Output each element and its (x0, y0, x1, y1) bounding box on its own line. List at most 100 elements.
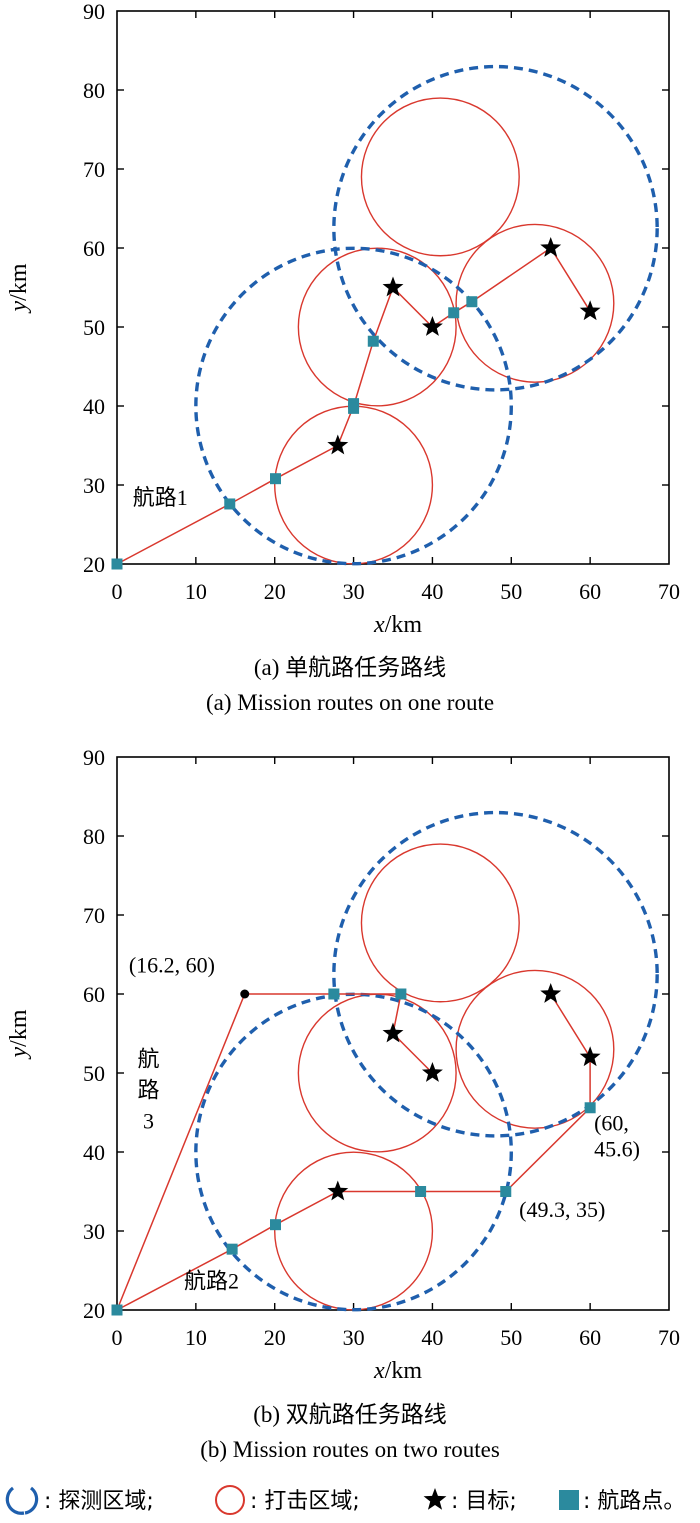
y-tick-label: 90 (83, 0, 105, 24)
x-tick-label: 40 (421, 1325, 443, 1350)
legend-target-label: : 目标; (451, 1489, 517, 1514)
y-tick-label: 40 (83, 1140, 105, 1165)
y-tick-label: 60 (83, 236, 105, 261)
route-line (116, 246, 591, 565)
y-tick-label: 60 (83, 982, 105, 1007)
x-axis-label-unit: /km (385, 1358, 423, 1384)
plot-frame (116, 10, 670, 565)
waypoint-marker (111, 558, 123, 570)
waypoint-marker (584, 1102, 596, 1114)
detection-area-circle (332, 64, 659, 392)
y-tick-label: 70 (83, 157, 105, 182)
x-tick-label: 0 (112, 1325, 123, 1350)
target-star (327, 434, 349, 455)
strike-area-circle (360, 843, 520, 1003)
y-tick-label: 20 (83, 1298, 105, 1323)
x-axis-label: x/km (373, 612, 422, 638)
y-tick-label: 30 (83, 473, 105, 498)
plot-frame (116, 756, 670, 1311)
y-axis-label-unit: /km (6, 1009, 32, 1047)
waypoint-marker (367, 335, 379, 347)
y-tick-label: 50 (83, 1061, 105, 1086)
x-axis-label-var: x (373, 1358, 385, 1384)
route-3-label: 航 (138, 1047, 160, 1072)
route-line (116, 993, 433, 1311)
legend-waypoint-label: : 航路点。 (583, 1489, 685, 1514)
x-tick-label: 60 (579, 579, 601, 604)
annotation-label: (60, (594, 1111, 629, 1136)
y-tick-label: 70 (83, 903, 105, 928)
x-tick-label: 70 (658, 579, 680, 604)
y-tick-label: 40 (83, 394, 105, 419)
waypoint-marker (466, 296, 478, 308)
route-pivot-point (240, 989, 250, 999)
legend-detection-symbol (24, 1486, 39, 1515)
waypoint-marker (348, 402, 360, 414)
waypoint-marker (328, 988, 340, 1000)
waypoint-marker (415, 1186, 427, 1197)
y-tick-label: 30 (83, 1219, 105, 1244)
waypoint-marker (270, 473, 282, 485)
x-tick-label: 20 (264, 1325, 286, 1350)
strike-area-circle (274, 405, 434, 565)
y-tick-label: 50 (83, 315, 105, 340)
annotation-label: (16.2, 60) (129, 953, 215, 978)
legend-detection-symbol (5, 1486, 25, 1515)
legend-strike-symbol (215, 1485, 245, 1515)
caption-english: (b) Mission routes on two routes (200, 1437, 500, 1462)
legend-waypoint-square (559, 1490, 579, 1510)
waypoint-marker (448, 307, 460, 319)
route-3-label: 3 (143, 1108, 154, 1133)
x-axis-label: x/km (373, 1358, 422, 1384)
y-tick-label: 80 (83, 824, 105, 849)
annotation-label: (49.3, 35) (519, 1197, 605, 1222)
waypoint-marker (111, 1304, 123, 1316)
x-tick-label: 30 (343, 579, 365, 604)
waypoint-marker (226, 1243, 238, 1255)
x-tick-label: 40 (421, 579, 443, 604)
legend-strike-label: : 打击区域; (250, 1489, 360, 1514)
y-axis-label-var: y (6, 301, 32, 314)
x-tick-label: 60 (579, 1325, 601, 1350)
detection-area-circle (332, 810, 659, 1138)
panel-a: 0 10 20 30 40 50 60 702030405060708090x/kmy/km航… (6, 0, 680, 715)
waypoint-marker (500, 1186, 512, 1197)
target-star (579, 300, 601, 321)
y-tick-label: 80 (83, 78, 105, 103)
y-axis-label-var: y (6, 1047, 32, 1060)
detection-area-circle (194, 246, 513, 566)
target-star (579, 1046, 601, 1067)
strike-area-circle (455, 969, 615, 1129)
caption-chinese: (b) 双航路任务路线 (253, 1402, 447, 1427)
caption-chinese: (a) 单航路任务路线 (254, 655, 446, 680)
annotation-label: 45.6) (594, 1137, 640, 1162)
x-tick-label: 0 (112, 579, 123, 604)
y-axis-label: y/km (6, 1009, 32, 1059)
y-axis-label: y/km (6, 263, 32, 313)
target-star (540, 237, 562, 257)
caption-english: (a) Mission routes on one route (206, 690, 494, 715)
waypoint-marker (224, 498, 236, 510)
target-star (327, 1180, 349, 1201)
y-axis-label-unit: /km (6, 263, 32, 301)
target-star (421, 1062, 443, 1082)
x-tick-label: 10 (185, 579, 207, 604)
y-tick-label: 20 (83, 552, 105, 577)
strike-area-circle (455, 223, 615, 383)
annotation-label: 航路1 (133, 485, 188, 510)
annotation-label: 航路2 (184, 1269, 239, 1294)
x-tick-label: 70 (658, 1325, 680, 1350)
target-star (421, 316, 443, 336)
x-axis-label-unit: /km (385, 612, 423, 638)
strike-area-circle (360, 97, 520, 257)
legend: : 探测区域; : 打击区域; : 目标; : 航路点。 (5, 1485, 685, 1515)
target-star (382, 276, 404, 297)
x-axis-label-var: x (373, 612, 385, 638)
route-3-label: 路 (138, 1077, 160, 1102)
legend-detection-label: : 探测区域; (44, 1489, 154, 1514)
x-tick-label: 50 (500, 579, 522, 604)
legend-target-star (423, 1488, 447, 1510)
waypoint-marker (270, 1219, 282, 1231)
x-tick-label: 20 (264, 579, 286, 604)
